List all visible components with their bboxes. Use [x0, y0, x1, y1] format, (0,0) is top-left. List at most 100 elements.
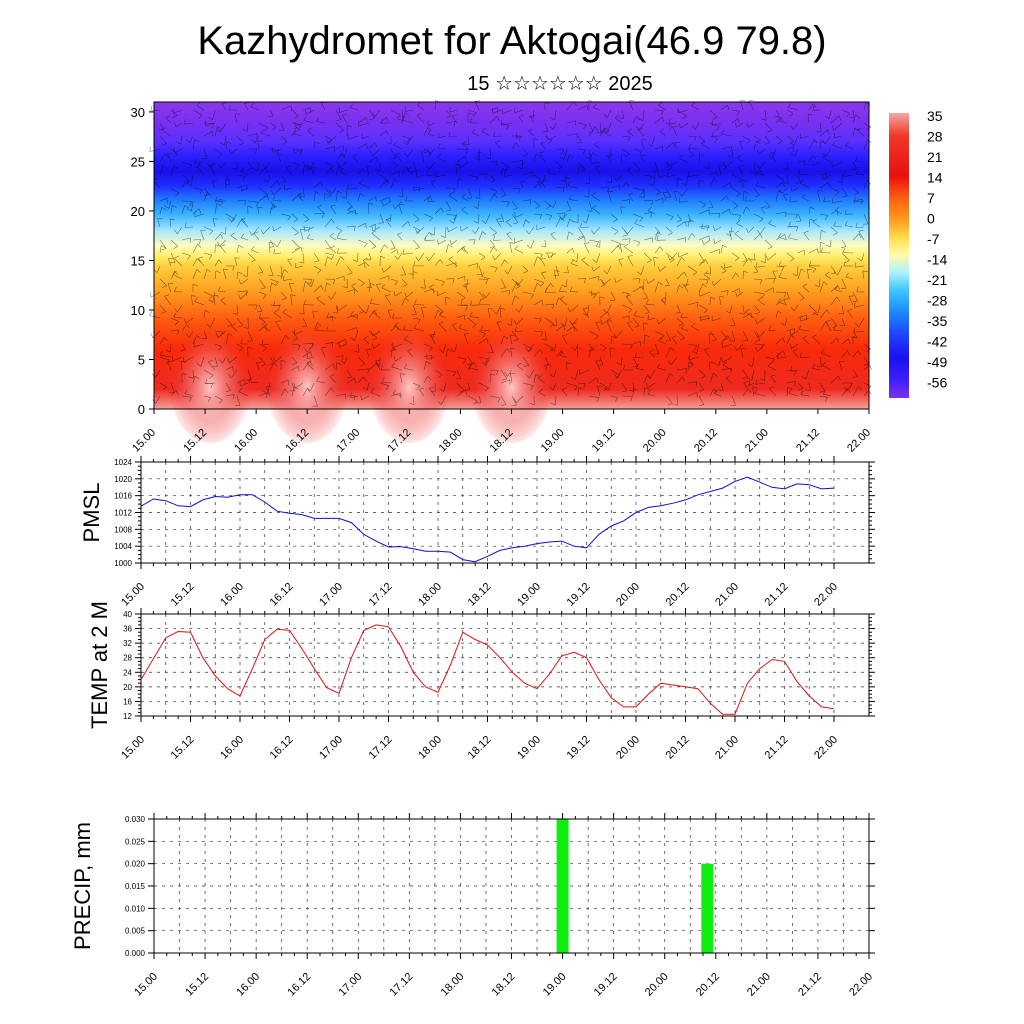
temp-y-tick-label: 32	[123, 639, 132, 648]
temp-x-tick-label: 20.00	[614, 734, 642, 762]
temp-x-tick-label: 21.00	[713, 734, 741, 762]
chart-subtitle: 15 ☆☆☆☆☆☆ 2025	[467, 73, 653, 95]
colorbar-label: -28	[927, 293, 947, 309]
pmsl-x-tick-label: 15.12	[169, 581, 197, 609]
precip-y-tick-label: 0.005	[125, 927, 146, 936]
temp-x-tick-label: 19.12	[565, 734, 593, 762]
colorbar-label: -42	[927, 334, 947, 350]
temp-x-tick-label: 21.12	[763, 734, 791, 762]
precip-y-tick-label: 0.020	[125, 860, 146, 869]
pmsl-x-tick-label: 20.12	[664, 581, 692, 609]
temp-y-tick-label: 20	[123, 683, 132, 692]
colorbar-label: -49	[927, 354, 947, 370]
pmsl-y-tick-label: 1008	[114, 525, 132, 534]
warm-surface-blob	[265, 319, 350, 443]
pmsl-x-tick-label: 16.00	[218, 581, 246, 609]
temp-y-tick-label: 40	[123, 610, 132, 619]
temp-y-tick-label: 36	[123, 625, 132, 634]
temp-x-tick-label: 17.00	[317, 734, 345, 762]
precip-x-tick-label: 16.12	[285, 971, 313, 999]
pmsl-x-tick-label: 16.12	[268, 581, 296, 609]
pmsl-grid	[140, 461, 869, 564]
warm-surface-blob	[168, 319, 253, 443]
precip-y-tick-label: 0.015	[125, 882, 146, 891]
colorbar	[889, 113, 909, 398]
pmsl-y-tick-label: 1024	[114, 458, 132, 467]
colorbar-label: 21	[927, 149, 943, 165]
precip-x-tick-label: 19.12	[592, 971, 620, 999]
precip-x-tick-label: 18.00	[439, 971, 467, 999]
colorbar-label: -7	[927, 231, 940, 247]
colorbar-label: 0	[927, 211, 935, 227]
precip-grid	[153, 818, 870, 954]
heatmap-y-tick-label: 30	[131, 105, 145, 120]
precip-y-tick-label: 0.030	[125, 815, 146, 824]
temp-x-tick-label: 20.12	[664, 734, 692, 762]
precip-x-tick-label: 21.12	[796, 971, 824, 999]
heatmap-x-tick-label: 21.00	[743, 427, 771, 455]
warm-surface-blob	[367, 319, 452, 443]
precip-x-tick-label: 22.00	[847, 971, 875, 999]
precip-x-tick-label: 15.12	[183, 971, 211, 999]
temp-x-tick-label: 15.12	[169, 734, 197, 762]
heatmap-y-tick-label: 10	[131, 303, 145, 318]
heatmap-x-tick-label: 16.00	[232, 427, 260, 455]
pmsl-y-tick-label: 1020	[114, 475, 132, 484]
pmsl-x-tick-label: 22.00	[812, 581, 840, 609]
pmsl-y-axis-title: PMSL	[79, 483, 104, 543]
pmsl-y-tick-label: 1016	[114, 492, 132, 501]
heatmap-x-tick-label: 19.12	[590, 427, 618, 455]
temp-grid	[140, 613, 869, 717]
temp-y-tick-label: 12	[123, 712, 132, 721]
heatmap-x-tick-label: 19.00	[539, 427, 567, 455]
heatmap-x-tick-label: 20.00	[641, 427, 669, 455]
chart-title: Kazhydromet for Aktogai(46.9 79.8)	[197, 19, 827, 63]
wind-barbs	[149, 99, 872, 407]
heatmap-y-tick-label: 25	[131, 154, 145, 169]
precip-y-tick-label: 0.000	[125, 949, 146, 958]
pmsl-x-tick-label: 18.12	[466, 581, 494, 609]
heatmap-x-tick-label: 18.00	[437, 427, 465, 455]
temp-x-tick-label: 22.00	[812, 734, 840, 762]
heatmap-x-tick-label: 22.00	[845, 427, 873, 455]
precip-x-tick-label: 19.00	[541, 971, 569, 999]
colorbar-label: 14	[927, 170, 943, 186]
heatmap-y-tick-label: 5	[138, 352, 145, 367]
temp-x-tick-label: 18.12	[466, 734, 494, 762]
colorbar-label: -56	[927, 375, 947, 391]
pmsl-y-tick-label: 1000	[114, 559, 132, 568]
temp-x-tick-label: 16.00	[218, 734, 246, 762]
temp-y-tick-label: 24	[123, 668, 132, 677]
pmsl-x-tick-label: 19.12	[565, 581, 593, 609]
precip-x-tick-label: 20.12	[694, 971, 722, 999]
heatmap-x-tick-label: 17.00	[334, 427, 362, 455]
pmsl-x-tick-label: 21.12	[763, 581, 791, 609]
precip-bar	[556, 819, 569, 953]
heatmap-y-tick-label: 0	[138, 402, 145, 417]
colorbar-label: -21	[927, 272, 947, 288]
colorbar-label: -14	[927, 252, 947, 268]
precip-x-tick-label: 20.00	[643, 971, 671, 999]
precip-x-tick-label: 17.00	[336, 971, 364, 999]
pmsl-x-tick-label: 17.12	[367, 581, 395, 609]
precip-y-axis-title: PRECIP, mm	[70, 822, 95, 950]
precip-x-tick-label: 15.00	[132, 971, 160, 999]
pmsl-series-line	[140, 476, 835, 563]
pmsl-x-tick-label: 18.00	[416, 581, 444, 609]
heatmap-x-tick-label: 15.00	[130, 427, 158, 455]
precip-x-tick-label: 21.00	[745, 971, 773, 999]
temp-x-tick-label: 17.12	[367, 734, 395, 762]
temp-series-line	[140, 624, 835, 715]
pmsl-x-tick-label: 15.00	[119, 581, 147, 609]
precip-x-tick-label: 16.00	[234, 971, 262, 999]
temp-x-tick-label: 18.00	[416, 734, 444, 762]
temp-y-axis-title: TEMP at 2 M	[87, 601, 112, 729]
colorbar-label: 35	[927, 108, 943, 124]
precip-x-tick-label: 18.12	[490, 971, 518, 999]
temp-x-tick-label: 19.00	[515, 734, 543, 762]
pmsl-x-tick-label: 19.00	[515, 581, 543, 609]
pmsl-y-tick-label: 1004	[114, 542, 132, 551]
heatmap-y-tick-label: 15	[131, 253, 145, 268]
heatmap-x-tick-label: 21.12	[794, 427, 822, 455]
pmsl-x-tick-label: 21.00	[713, 581, 741, 609]
